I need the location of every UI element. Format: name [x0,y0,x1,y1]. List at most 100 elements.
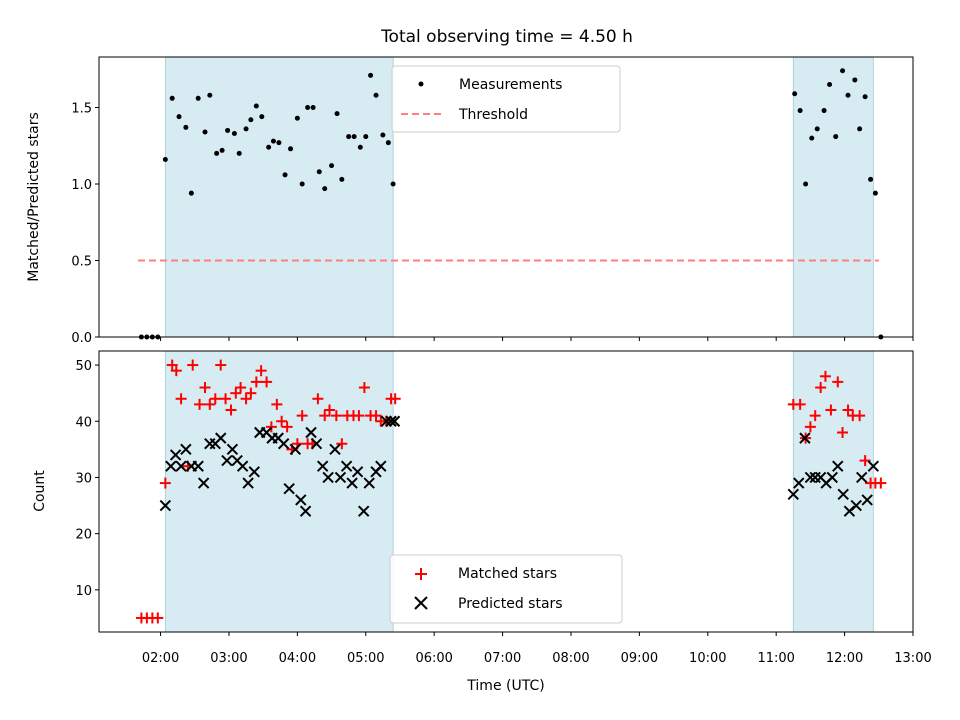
predicted-star-point [215,432,227,444]
predicted-star-point [358,505,370,517]
matched-star-point [825,404,837,416]
predicted-star-point [334,471,347,484]
predicted-star-point [855,471,868,484]
x-tick-label: 03:00 [210,651,247,666]
measurement-point [169,95,175,101]
measurement-point [368,72,374,78]
predicted-star-point [192,460,204,472]
measurement-point [219,147,225,153]
x-tick-label: 10:00 [689,651,726,666]
measurement-point [814,126,820,132]
measurement-point [176,114,182,120]
top-y-tick-label: 0.0 [71,331,92,346]
measurement-point [862,94,868,100]
measurement-point [872,190,878,196]
measurement-point [346,134,352,140]
measurement-point [821,108,827,114]
measurement-point [225,127,231,133]
matched-star-point [261,376,273,388]
bottom-y-tick-label: 40 [75,415,92,430]
bottom-plot-frame [98,350,914,633]
observing-window-shading [164,56,874,338]
measurement-point [357,144,363,150]
bottom-y-ticks: 10 20 30 40 50 [75,359,99,599]
measurement-point [390,181,396,187]
measurement-point [857,126,863,132]
measurement-point [253,103,259,109]
predicted-star-point [351,466,364,478]
predicted-star-point [180,443,192,456]
matched-star-point [319,410,331,422]
matched-star-point [389,393,401,405]
matched-star-point [296,410,308,422]
matched-star-point [175,393,187,405]
measurement-point [183,124,189,130]
measurement-point [305,104,311,110]
matched-star-point [230,387,242,399]
x-tick-label: 04:00 [279,651,316,666]
x-tick-label: 11:00 [757,651,794,666]
predicted-star-point [793,477,805,489]
observing-window-bottom-2 [792,350,874,633]
matched-star-point [245,387,257,399]
predicted-star-point [305,426,317,439]
measurement-point [833,134,839,140]
bottom-x-ticks: 02:00 03:00 04:00 05:00 06:00 07:00 08:00 09:00… [142,632,932,666]
x-tick-label: 02:00 [142,651,179,666]
matched-star-point [159,477,171,489]
top-y-ticks: 0.0 0.5 1.0 1.5 [71,101,99,346]
top-legend-box [391,65,621,133]
bottom-y-axis-label: Count [32,470,48,512]
measurement-point [214,150,220,156]
bottom-y-tick-label: 10 [75,584,92,599]
matched-star-point [276,415,288,427]
predicted-star-point [837,488,849,501]
matched-star-point [859,455,871,467]
top-y-tick-label: 1.0 [71,178,92,193]
observing-window-bottom-1 [164,350,394,633]
predicted-star-point [322,471,334,484]
measurement-point [288,146,294,152]
predicted-star-point [159,499,172,512]
predicted-star-point [316,460,329,472]
measurement-point [809,135,815,141]
predicted-star-point [226,443,239,456]
measurement-point [868,176,874,182]
predicted-star-point [283,482,295,495]
matched-star-point [370,410,382,422]
measurement-point [195,95,201,101]
predicted-star-point [242,477,254,489]
chart-title: Total observing time = 4.50 h [380,27,633,47]
measurement-point [792,91,798,97]
measurement-point [248,117,254,123]
legend-predicted-marker [414,596,428,610]
measurement-point [316,169,322,175]
legend-matched-label: Matched stars [458,566,557,582]
bottom-y-tick-label: 20 [75,528,92,543]
predicted-star-point [363,477,375,489]
predicted-star-point [165,460,177,472]
measurement-point [797,108,803,114]
measurement-point [339,176,345,182]
predicted-star-point [380,415,393,427]
predicted-star-point [787,488,800,501]
measurement-point [840,68,846,74]
bottom-y-tick-label: 50 [75,359,92,374]
observing-window-1 [164,56,394,338]
measurement-point [803,181,809,187]
x-tick-label: 12:00 [826,651,863,666]
predicted-star-point [867,460,880,472]
matched-star-point [837,426,849,438]
measurement-point [380,132,386,138]
predicted-star-point [299,505,312,517]
matched-star-point [271,398,283,410]
measurement-point [243,126,249,132]
predicted-star-point [861,494,873,506]
measurement-point [852,77,858,83]
predicted-star-point [346,477,358,489]
predicted-star-point [310,438,323,450]
measurement-point [270,138,276,144]
top-y-axis-label: Matched/Predicted stars [26,112,42,282]
matched-star-point [225,404,237,416]
